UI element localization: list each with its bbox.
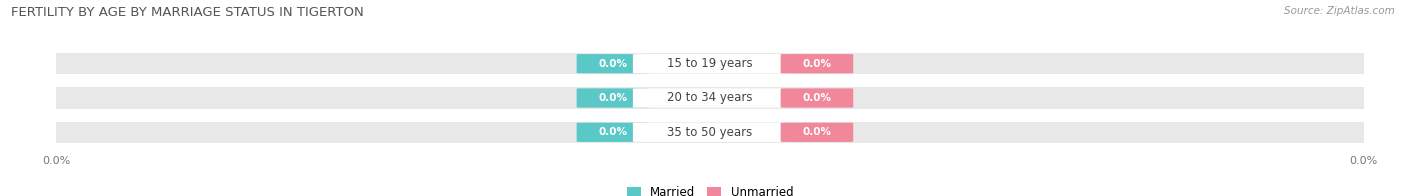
FancyBboxPatch shape: [633, 54, 787, 73]
FancyBboxPatch shape: [780, 54, 853, 73]
Bar: [56, 87, 1364, 109]
Text: 20 to 34 years: 20 to 34 years: [668, 92, 752, 104]
FancyBboxPatch shape: [576, 54, 650, 73]
Text: 15 to 19 years: 15 to 19 years: [668, 57, 752, 70]
Text: 0.0%: 0.0%: [599, 59, 627, 69]
Text: FERTILITY BY AGE BY MARRIAGE STATUS IN TIGERTON: FERTILITY BY AGE BY MARRIAGE STATUS IN T…: [11, 6, 364, 19]
FancyBboxPatch shape: [780, 123, 853, 142]
FancyBboxPatch shape: [780, 88, 853, 108]
FancyBboxPatch shape: [633, 123, 787, 142]
FancyBboxPatch shape: [633, 88, 787, 108]
Bar: [56, 53, 1364, 74]
Legend: Married, Unmarried: Married, Unmarried: [621, 182, 799, 196]
Text: 0.0%: 0.0%: [803, 93, 831, 103]
Text: 0.0%: 0.0%: [599, 93, 627, 103]
FancyBboxPatch shape: [576, 88, 650, 108]
Text: 0.0%: 0.0%: [803, 127, 831, 137]
Text: 0.0%: 0.0%: [599, 127, 627, 137]
Text: 0.0%: 0.0%: [803, 59, 831, 69]
Text: 35 to 50 years: 35 to 50 years: [668, 126, 752, 139]
FancyBboxPatch shape: [576, 123, 650, 142]
Bar: [56, 122, 1364, 143]
Text: Source: ZipAtlas.com: Source: ZipAtlas.com: [1284, 6, 1395, 16]
